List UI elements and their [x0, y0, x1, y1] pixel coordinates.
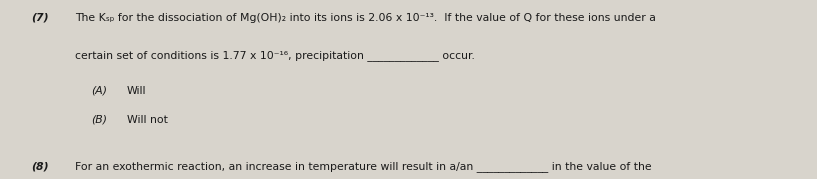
Text: certain set of conditions is 1.77 x 10⁻¹⁶, precipitation _____________ occur.: certain set of conditions is 1.77 x 10⁻¹… [75, 50, 475, 61]
Text: Will not: Will not [127, 115, 167, 125]
Text: (A): (A) [92, 86, 108, 96]
Text: (8): (8) [31, 161, 49, 171]
Text: (B): (B) [92, 115, 108, 125]
Text: For an exothermic reaction, an increase in temperature will result in a/an _____: For an exothermic reaction, an increase … [75, 161, 652, 172]
Text: The Kₛₚ for the dissociation of Mg(OH)₂ into its ions is 2.06 x 10⁻¹³.  If the v: The Kₛₚ for the dissociation of Mg(OH)₂ … [75, 13, 656, 23]
Text: (7): (7) [31, 13, 49, 23]
Text: Will: Will [127, 86, 146, 96]
